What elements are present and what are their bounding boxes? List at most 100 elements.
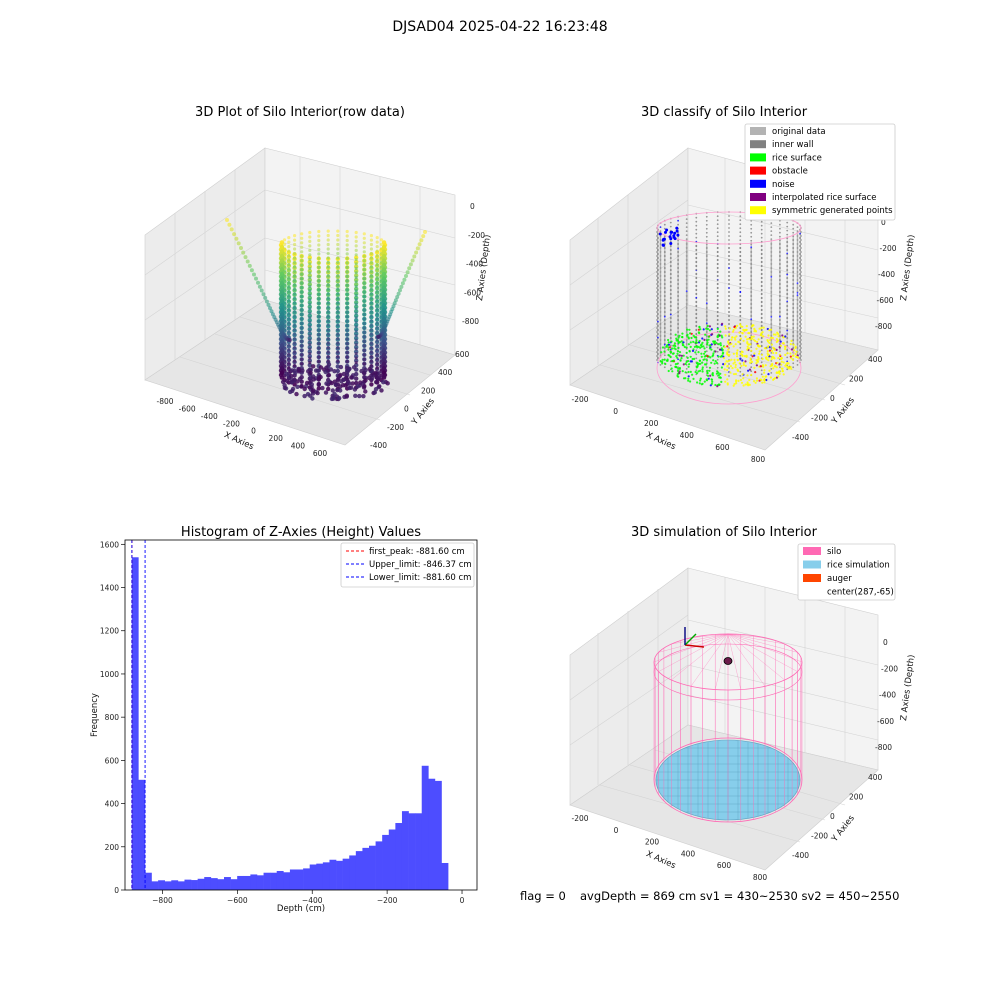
histogram-x-tick-3: −200: [377, 896, 398, 905]
histogram-bar-9: [191, 880, 198, 890]
simulation-y-tick-4: 400: [868, 773, 883, 782]
classify-y-tick-1: -200: [811, 414, 828, 423]
classify-x-ticks: -200 0 200 400 600 800: [571, 395, 765, 464]
histogram-bar-17: [243, 875, 251, 890]
panel-classify-title: 3D classify of Silo Interior: [641, 105, 808, 120]
classify-legend-swatch-5: [750, 193, 766, 201]
classify-legend-swatch-3: [750, 166, 766, 175]
origin-axes-glyph: [684, 627, 705, 648]
histogram-bar-24: [289, 869, 297, 890]
histogram-bar-30: [329, 859, 337, 890]
classify-legend-label-6: symmetric generated points: [772, 206, 893, 216]
classify-legend-swatch-1: [750, 140, 766, 149]
raw-point-cloud: [225, 218, 427, 402]
histogram-bar-7: [177, 881, 185, 890]
raw-z-tick-1: -200: [468, 231, 485, 240]
raw-x-tick-1: -600: [179, 404, 196, 413]
classify-legend-label-4: noise: [772, 180, 795, 190]
histogram-x-tick-1: −600: [227, 896, 248, 905]
classify-legend-label-1: inner wall: [772, 140, 813, 150]
classify-y-tick-3: 200: [849, 375, 864, 384]
histogram-bar-29: [322, 862, 330, 890]
histogram-bar-26: [303, 868, 310, 890]
classify-legend-label-3: obstacle: [772, 167, 808, 177]
histogram-bar-39: [388, 829, 396, 890]
classify-y-tick-2: 0: [830, 394, 835, 403]
histogram-y-tick-0: 0: [114, 886, 119, 895]
histogram-bar-0: [131, 557, 139, 890]
histogram-bar-45: [428, 778, 436, 890]
simulation-z-ticks: 0 -200 -400 -600 -800: [875, 638, 898, 752]
histogram-y-tick-2: 400: [105, 800, 120, 809]
classify-legend-label-2: rice surface: [772, 153, 822, 163]
histogram-x-tick-0: −800: [152, 896, 173, 905]
auger-marker: [723, 657, 733, 665]
panel-classify: 3D classify of Silo Interior -200 0 200 400…: [569, 105, 917, 464]
simulation-z-tick-3: -600: [877, 717, 894, 726]
histogram-bar-34: [355, 851, 363, 890]
histogram-bar-42: [408, 813, 416, 890]
histogram-y-ticks: 0 200 400 600 800 1000 1200 1400 1600: [100, 540, 125, 895]
histogram-bar-12: [210, 878, 218, 890]
raw-y-label: Y Axies: [409, 396, 437, 428]
simulation-legend-label-3: center(287,-65): [827, 588, 894, 598]
panel-histogram: Histogram of Z-Axies (Height) Values −80…: [90, 525, 478, 914]
histogram-bar-1: [138, 779, 146, 890]
simulation-axes-panes: [569, 567, 879, 871]
histogram-y-tick-4: 800: [105, 713, 120, 722]
footer-flag: flag = 0: [520, 889, 566, 903]
histogram-bar-31: [336, 860, 343, 890]
histogram-x-label: Depth (cm): [277, 904, 325, 914]
classify-x-tick-0: -200: [571, 395, 588, 404]
simulation-legend-swatch-2: [803, 574, 821, 582]
raw-x-tick-2: -400: [201, 412, 218, 421]
histogram-y-label: Frequency: [90, 693, 100, 737]
simulation-z-tick-4: -800: [875, 743, 892, 752]
histogram-y-tick-3: 600: [105, 756, 120, 765]
classify-legend-swatch-0: [750, 127, 766, 135]
classify-x-tick-3: 400: [680, 431, 695, 440]
histogram-bar-2: [144, 872, 152, 890]
histogram-bar-6: [171, 880, 179, 890]
classify-legend-box: [744, 123, 896, 221]
simulation-z-tick-1: -200: [881, 664, 898, 673]
simulation-z-tick-2: -400: [879, 691, 896, 700]
simulation-y-tick-0: -400: [792, 851, 809, 860]
histogram-bar-23: [283, 872, 291, 890]
histogram-bar-35: [362, 847, 370, 890]
simulation-x-tick-3: 400: [681, 849, 696, 858]
raw-x-tick-5: 200: [269, 434, 284, 443]
histogram-frame: [124, 539, 478, 891]
histogram-title: Histogram of Z-Axies (Height) Values: [181, 525, 421, 540]
histogram-bar-18: [250, 874, 258, 890]
histogram-bar-36: [369, 845, 376, 890]
raw-z-tick-4: -800: [462, 317, 479, 326]
histogram-bar-14: [224, 877, 231, 890]
histogram-x-tick-2: −400: [302, 896, 323, 905]
simulation-y-ticks: -400 -200 0 200 400: [792, 773, 883, 860]
histogram-bar-28: [316, 863, 324, 890]
classify-point-cloud: [656, 211, 802, 405]
simulation-legend: silo rice simulation auger center(287,-65): [797, 543, 896, 601]
histogram-bar-4: [158, 880, 165, 890]
raw-y-tick-0: -400: [370, 441, 387, 450]
raw-y-tick-3: 200: [421, 386, 436, 395]
histogram-bar-44: [421, 765, 429, 890]
histogram-x-tick-4: 0: [460, 896, 465, 905]
classify-legend-label-0: original data: [772, 127, 826, 137]
histogram-bar-10: [197, 878, 205, 890]
raw-y-tick-1: -200: [387, 423, 404, 432]
figure-suptitle: DJSAD04 2025-04-22 16:23:48: [392, 19, 607, 35]
histogram-bar-40: [395, 823, 403, 890]
panel-simulation-title: 3D simulation of Silo Interior: [631, 525, 818, 540]
histogram-y-tick-8: 1600: [100, 540, 119, 549]
simulation-legend-swatch-0: [803, 547, 821, 555]
histogram-bar-47: [441, 862, 449, 890]
classify-z-tick-1: -200: [880, 244, 897, 253]
histogram-legend-box: [340, 542, 475, 588]
simulation-legend-label-0: silo: [827, 547, 841, 557]
simulation-x-ticks: -200 0 200 400 600 800: [571, 814, 767, 882]
silo-wireframe: [653, 633, 803, 823]
histogram-y-tick-5: 1000: [100, 670, 119, 679]
